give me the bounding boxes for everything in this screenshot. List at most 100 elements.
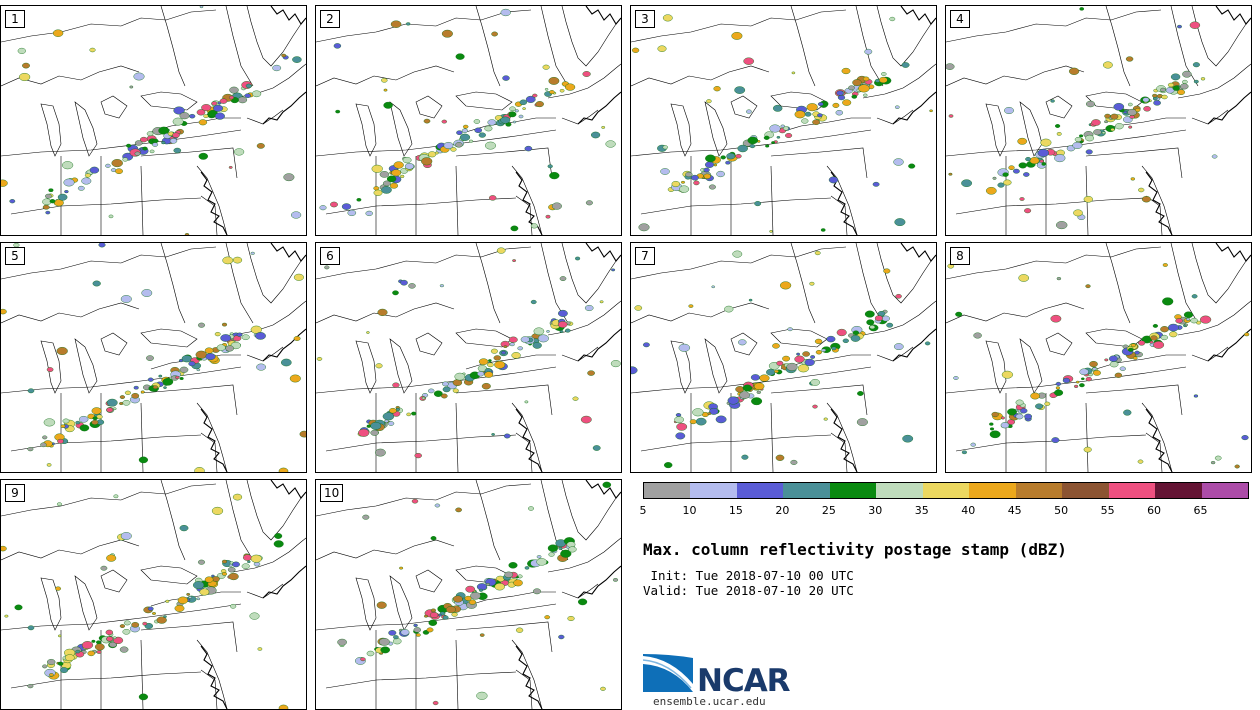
radar-echo [106,636,114,642]
reflectivity-map-2 [316,6,621,235]
radar-echo [81,641,94,650]
radar-echo [214,331,221,337]
radar-echo [105,163,111,168]
radar-echo [1119,366,1126,371]
radar-echo [713,86,721,92]
radar-echo [634,305,643,311]
radar-echo [883,268,891,274]
radar-echo [242,554,252,561]
radar-echo [1079,383,1085,388]
radar-echo [1079,7,1084,11]
radar-echo [188,361,196,367]
radar-echo [250,325,262,334]
radar-echo [81,177,92,185]
radar-echo [462,124,469,129]
radar-echo [893,343,904,351]
radar-echo [381,78,388,83]
ensemble-member-panel-6: 6 [315,242,622,473]
radar-echo [894,105,900,109]
reflectivity-map-3 [631,6,936,235]
radar-echo [1040,138,1052,147]
radar-echo [188,596,192,599]
radar-echo [823,417,828,421]
radar-echo [1189,21,1201,29]
radar-echo [98,243,106,248]
logo-url[interactable]: ensemble.ucar.edu [653,695,766,708]
radar-echo [211,506,224,515]
radar-echo [504,571,514,578]
radar-echo [108,641,117,648]
radar-echo [473,119,481,124]
radar-echo [165,599,170,603]
radar-echo [662,14,673,22]
radar-echo [27,447,34,452]
radar-echo [229,86,239,94]
radar-echo [112,636,117,639]
radar-echo [496,247,506,254]
ensemble-member-panel-5: 5 [0,242,307,473]
radar-echo [272,64,282,72]
radar-echo [198,152,209,160]
radar-echo [558,634,565,640]
radar-echo [197,559,205,565]
radar-echo [955,311,963,317]
radar-echo [727,396,739,405]
chart-title: Max. column reflectivity postage stamp (… [643,540,1067,559]
radar-echo [1017,137,1027,145]
radar-echo [138,456,149,464]
radar-echo [1160,326,1169,333]
radar-echo [17,47,26,54]
radar-echo [122,157,128,162]
radar-echo [1191,294,1198,299]
radar-echo [817,102,824,107]
radar-echo [140,390,145,394]
reflectivity-map-1 [1,6,306,235]
radar-echo [750,374,760,381]
radar-echo [568,546,577,553]
radar-echo [1170,73,1181,81]
radar-echo [679,185,690,193]
radar-echo [433,390,443,397]
radar-echo [1137,459,1144,464]
radar-echo [820,228,826,232]
radar-echo [113,494,119,499]
radar-echo [461,128,469,133]
radar-echo [582,71,591,77]
radar-echo [198,119,208,126]
ensemble-member-panel-2: 2 [315,5,622,236]
radar-echo [203,114,209,118]
radar-echo [122,628,131,635]
radar-echo [199,6,204,9]
radar-echo [96,650,102,654]
radar-echo [585,200,593,206]
radar-echo [738,339,747,346]
radar-echo [232,561,240,568]
radar-echo [520,336,530,343]
radar-echo [152,138,159,144]
radar-echo [1177,89,1186,95]
radar-echo [1092,370,1101,376]
colorbar-segment-8 [1015,483,1063,498]
radar-echo [837,94,846,101]
radar-echo [89,166,100,174]
radar-echo [1123,110,1128,114]
radar-echo [112,407,117,410]
radar-echo [1030,392,1040,400]
radar-echo [703,167,710,173]
radar-echo [219,98,228,104]
radar-echo [530,299,537,305]
radar-echo [692,408,704,417]
radar-echo [1025,157,1032,162]
colorbar-tick-label: 65 [1193,504,1208,517]
radar-echo [707,412,712,416]
radar-echo [746,109,752,114]
radar-echo [197,322,205,328]
radar-echo [450,147,457,152]
radar-echo [179,366,189,373]
radar-echo [163,386,167,389]
radar-echo [676,422,688,431]
radar-echo [546,330,550,333]
radar-echo [465,585,475,593]
radar-echo [731,31,743,40]
radar-echo [414,453,422,459]
